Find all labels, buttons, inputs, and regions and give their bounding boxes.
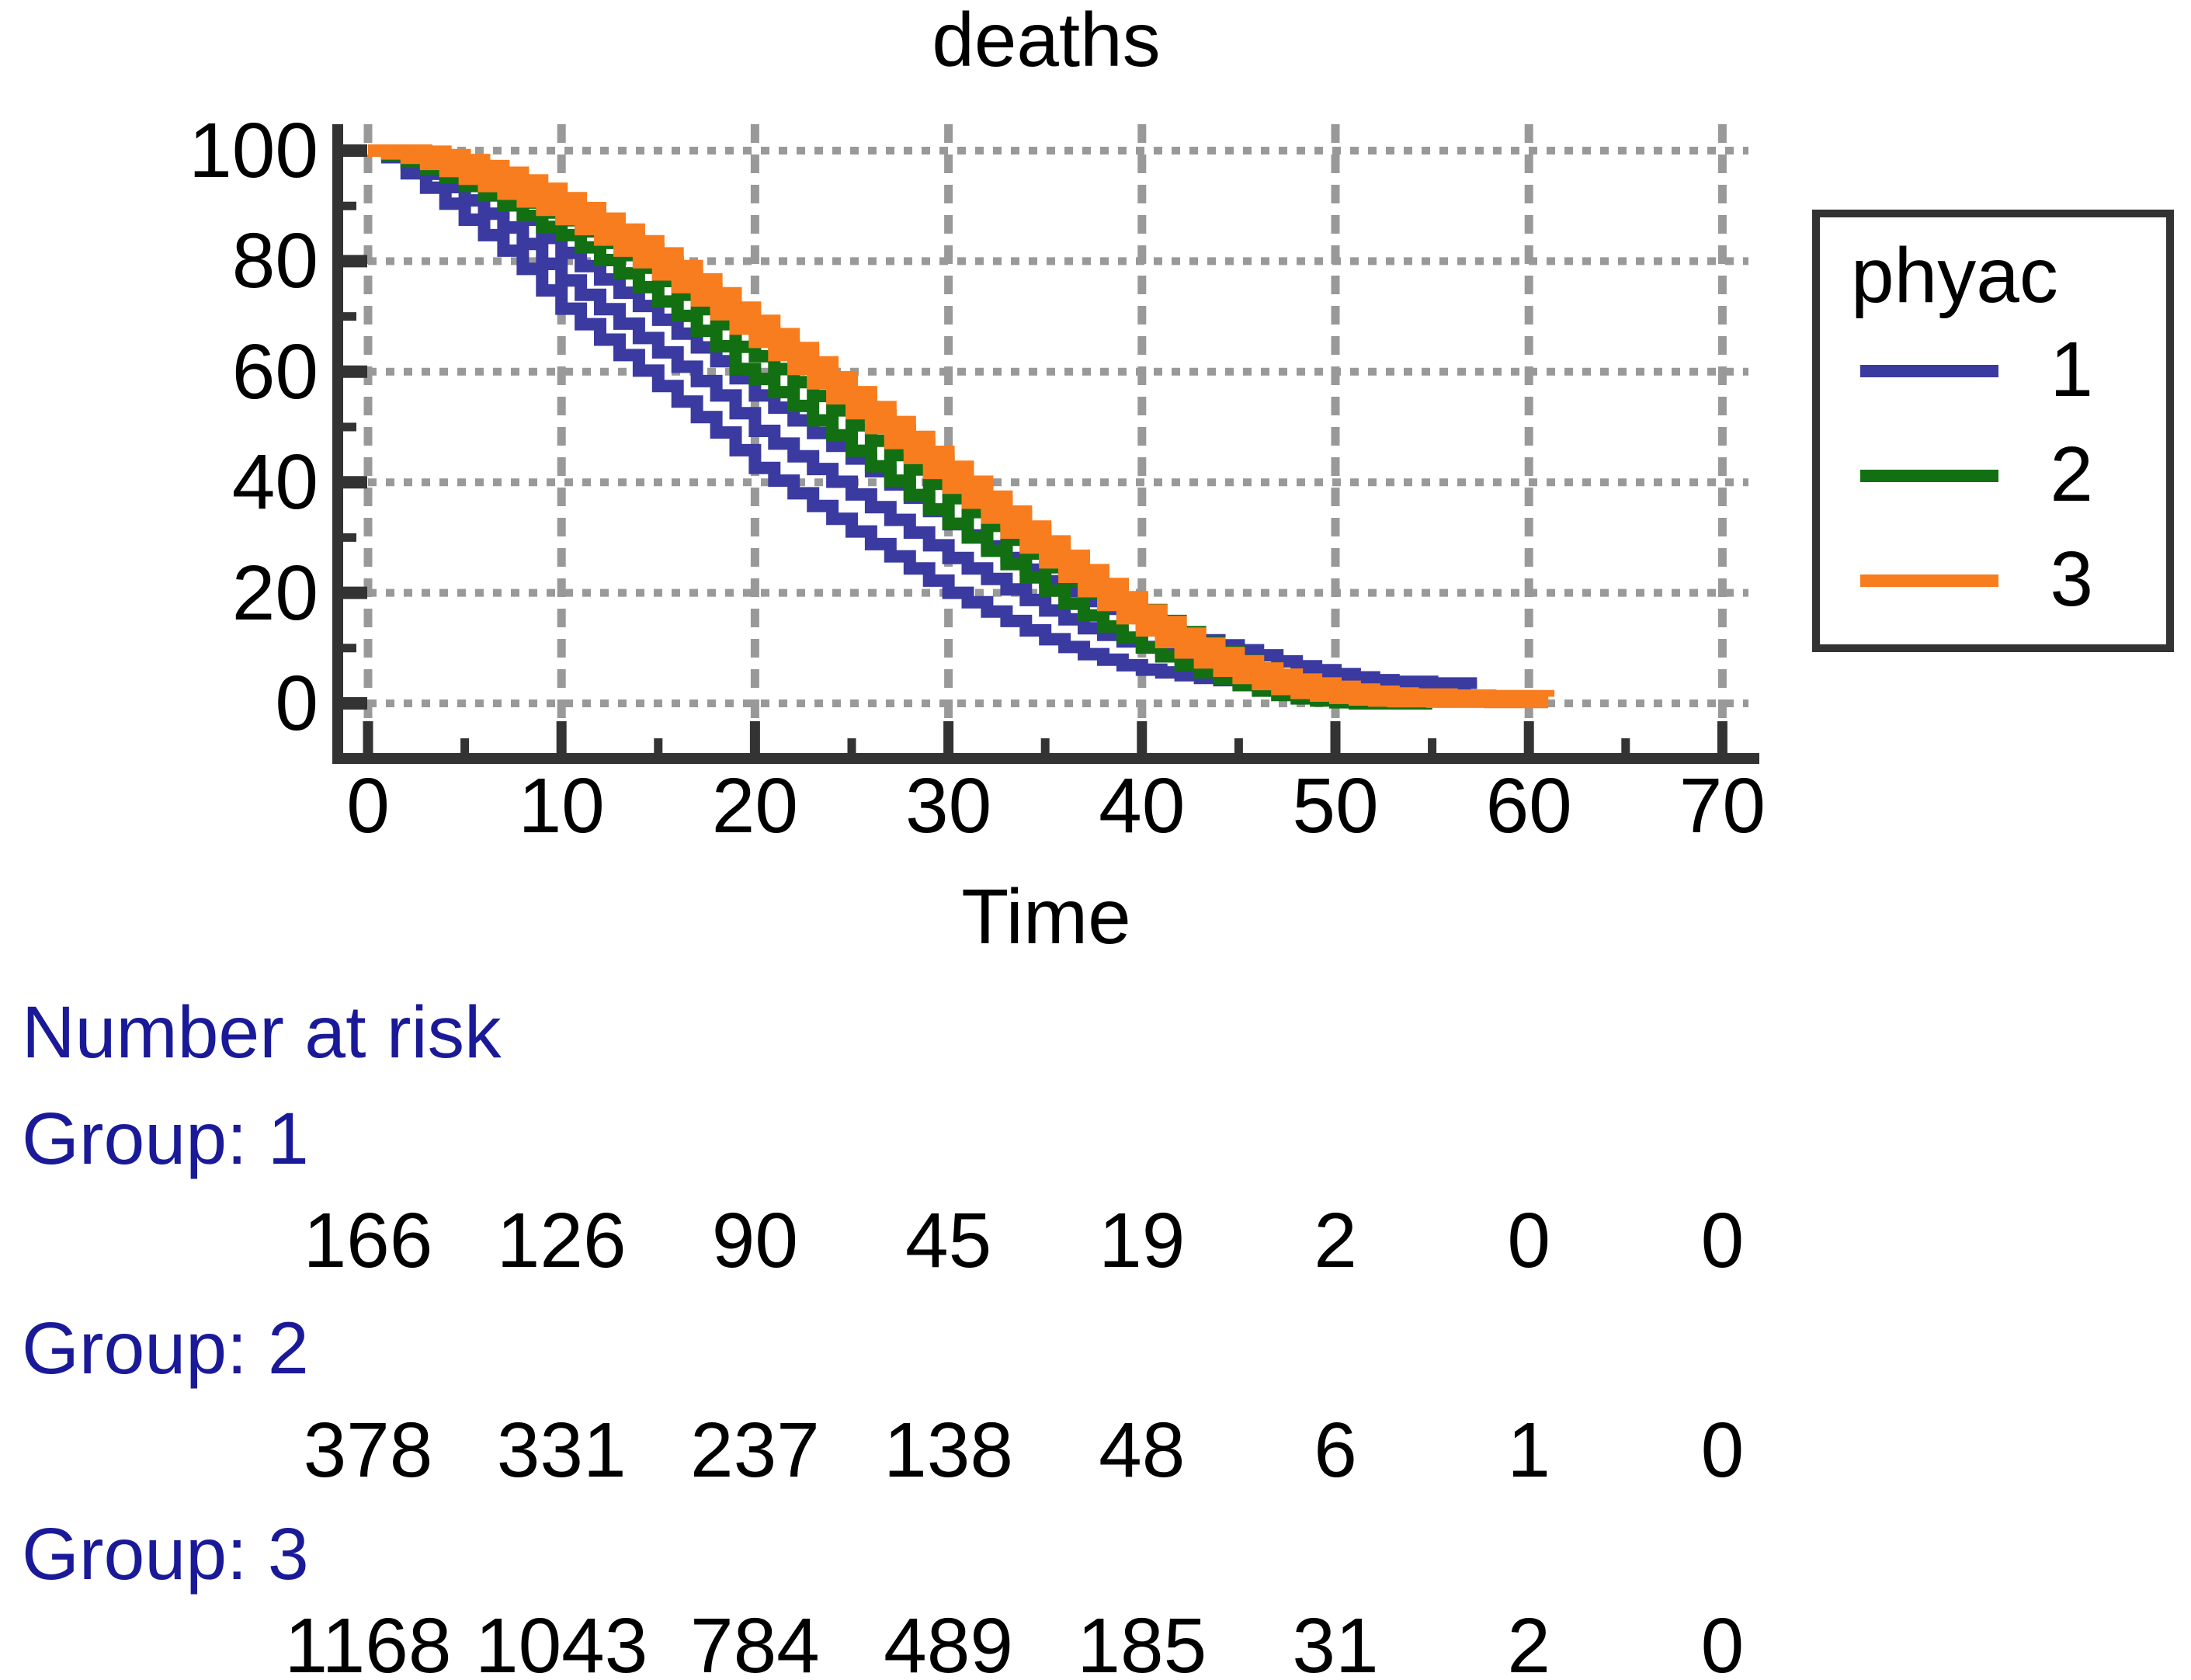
x-tick-label: 50 — [1292, 762, 1379, 849]
y-tick-label: 60 — [231, 328, 318, 415]
legend-item-label: 3 — [2050, 536, 2093, 623]
risk-count: 1168 — [284, 1602, 452, 1680]
y-tick-label: 0 — [275, 660, 318, 747]
risk-group-label: Group: 1 — [22, 1098, 309, 1180]
risk-count: 331 — [496, 1407, 627, 1494]
risk-count: 45 — [905, 1197, 992, 1284]
x-tick-label: 70 — [1679, 762, 1766, 849]
risk-count: 6 — [1314, 1407, 1357, 1494]
legend-line-swatch — [1860, 574, 1998, 587]
legend-item-1: 1 — [1860, 326, 2126, 413]
y-tick-label: 20 — [231, 549, 318, 637]
x-tick-label: 10 — [518, 762, 605, 849]
x-tick-label: 40 — [1099, 762, 1186, 849]
risk-count: 90 — [711, 1197, 798, 1284]
km-curve-group1-lower_ci — [368, 144, 1471, 700]
km-curve-group3-estimate — [368, 144, 1549, 706]
legend-item-3: 3 — [1860, 536, 2126, 623]
x-tick-label: 20 — [711, 762, 798, 849]
risk-group-label: Group: 2 — [22, 1307, 309, 1390]
risk-count: 48 — [1099, 1407, 1186, 1494]
risk-count: 19 — [1099, 1197, 1186, 1284]
legend-item-label: 1 — [2050, 326, 2093, 413]
y-tick-label: 80 — [231, 217, 318, 305]
x-axis-title: Time — [961, 873, 1131, 960]
legend-line-swatch — [1860, 365, 1998, 377]
risk-count: 489 — [884, 1602, 1014, 1680]
legend-line-swatch — [1860, 470, 1998, 482]
km-curve-group1-upper_ci — [368, 144, 1477, 690]
risk-count: 31 — [1292, 1602, 1379, 1680]
risk-count: 0 — [1507, 1197, 1550, 1284]
risk-count: 0 — [1700, 1407, 1745, 1494]
chart-title: deaths — [932, 0, 1161, 82]
legend-box: phyac 1 2 3 — [1812, 210, 2174, 652]
risk-count: 1 — [1507, 1407, 1550, 1494]
risk-count: 237 — [689, 1407, 820, 1494]
risk-group-label: Group: 3 — [22, 1513, 309, 1595]
risk-count: 126 — [496, 1197, 627, 1284]
risk-count: 784 — [689, 1602, 820, 1680]
risk-count: 2 — [1314, 1197, 1357, 1284]
number-at-risk-heading: Number at risk — [22, 991, 502, 1074]
risk-count: 185 — [1077, 1602, 1207, 1680]
risk-count: 0 — [1700, 1602, 1745, 1680]
legend-title: phyac — [1851, 232, 2058, 319]
legend-item-label: 2 — [2050, 431, 2093, 518]
risk-count: 2 — [1507, 1602, 1550, 1680]
risk-count: 138 — [884, 1407, 1014, 1494]
risk-count: 378 — [303, 1407, 433, 1494]
y-tick-label: 100 — [189, 107, 318, 194]
risk-count: 166 — [303, 1197, 433, 1284]
km-curve-group1-estimate — [368, 144, 1477, 695]
legend-item-2: 2 — [1860, 431, 2126, 518]
x-tick-label: 30 — [905, 762, 992, 849]
x-tick-label: 60 — [1485, 762, 1572, 849]
y-tick-label: 40 — [231, 439, 318, 526]
risk-count: 0 — [1700, 1197, 1745, 1284]
risk-count: 1043 — [474, 1602, 648, 1680]
x-tick-label: 0 — [346, 762, 390, 849]
